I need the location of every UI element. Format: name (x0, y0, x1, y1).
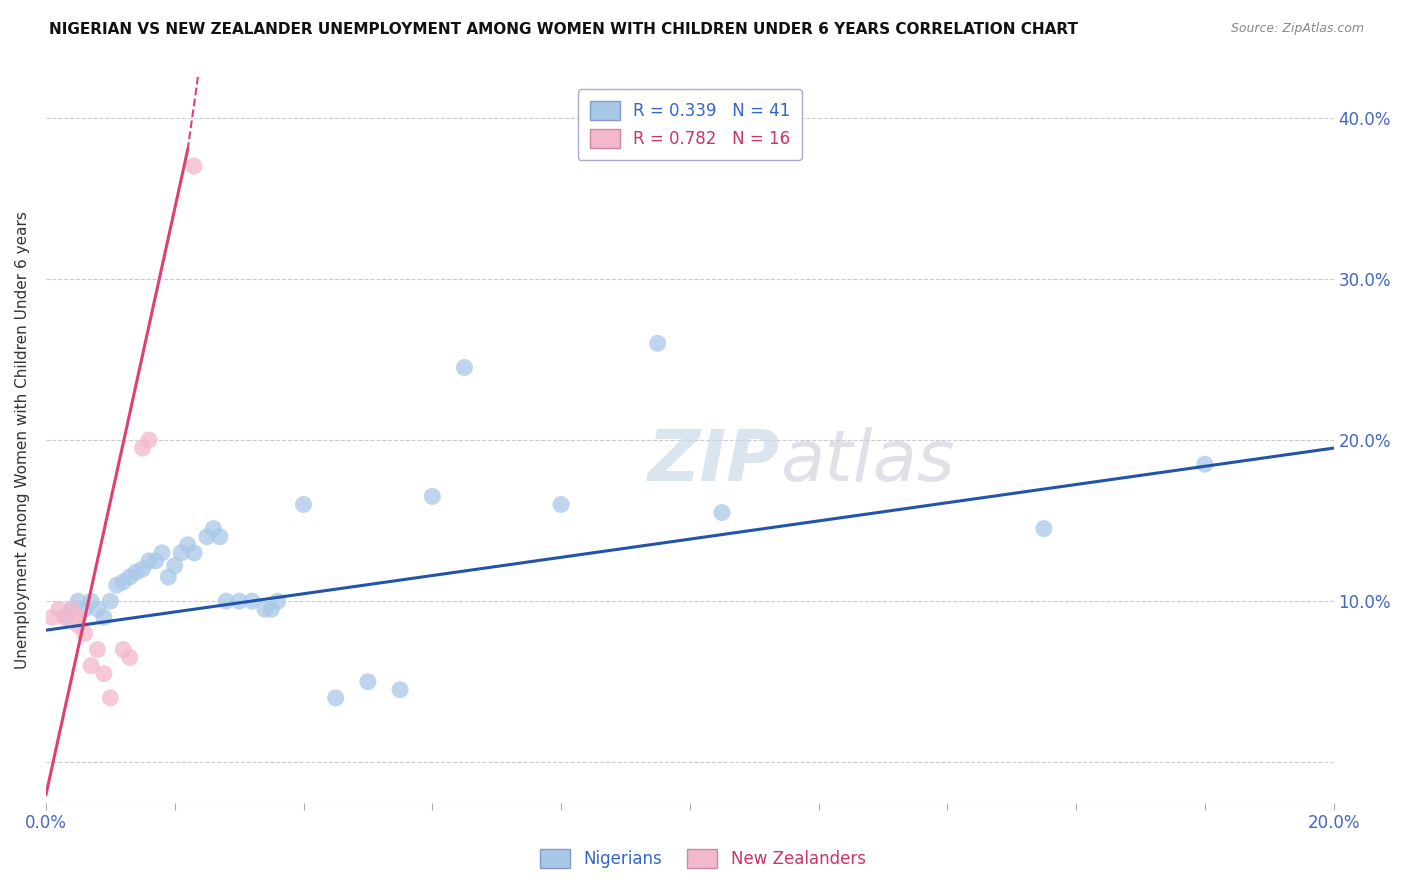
Legend: Nigerians, New Zealanders: Nigerians, New Zealanders (534, 842, 872, 875)
Point (131, 562, 153, 576)
Point (53, 610, 76, 624)
Point (550, 498, 572, 512)
Point (67, 610, 90, 624)
Point (163, 558, 186, 573)
Point (453, 360, 475, 375)
Point (93, 666, 115, 681)
Point (267, 594, 290, 608)
Point (67, 594, 90, 608)
Point (86, 602, 108, 616)
Point (41, 610, 63, 624)
Point (240, 594, 263, 608)
Point (118, 650, 141, 665)
Point (202, 522, 225, 536)
Point (195, 530, 218, 544)
Point (93, 610, 115, 624)
Point (145, 554, 167, 568)
Point (253, 602, 276, 616)
Point (1032, 522, 1054, 536)
Point (112, 574, 135, 589)
Point (86, 642, 108, 657)
Text: ZIP: ZIP (648, 427, 780, 496)
Point (420, 490, 443, 504)
Point (60, 602, 83, 616)
Point (215, 594, 238, 608)
Legend: R = 0.339   N = 41, R = 0.782   N = 16: R = 0.339 N = 41, R = 0.782 N = 16 (578, 89, 801, 160)
Point (53, 610, 76, 624)
Point (60, 602, 83, 616)
Point (98, 690, 121, 705)
Text: atlas: atlas (780, 427, 955, 496)
Point (711, 506, 734, 520)
Text: Source: ZipAtlas.com: Source: ZipAtlas.com (1230, 22, 1364, 36)
Y-axis label: Unemployment Among Women with Children Under 6 years: Unemployment Among Women with Children U… (15, 211, 30, 669)
Point (112, 642, 135, 657)
Text: NIGERIAN VS NEW ZEALANDER UNEMPLOYMENT AMONG WOMEN WITH CHILDREN UNDER 6 YEARS C: NIGERIAN VS NEW ZEALANDER UNEMPLOYMENT A… (49, 22, 1078, 37)
Point (357, 674, 380, 689)
Point (138, 433, 160, 447)
Point (228, 594, 250, 608)
Point (48, 602, 70, 616)
Point (170, 546, 193, 560)
Point (105, 578, 128, 592)
Point (1194, 457, 1216, 471)
Point (208, 530, 231, 544)
Point (292, 498, 315, 512)
Point (67, 618, 90, 632)
Point (183, 159, 205, 173)
Point (138, 554, 160, 568)
Point (325, 690, 347, 705)
Point (73, 626, 96, 640)
Point (260, 602, 283, 616)
Point (80, 594, 103, 608)
Point (176, 538, 198, 552)
Point (183, 546, 205, 560)
Point (98, 594, 121, 608)
Point (157, 570, 180, 584)
Point (118, 570, 141, 584)
Point (647, 336, 669, 351)
Point (80, 658, 103, 673)
Point (389, 682, 412, 697)
Point (131, 441, 153, 455)
Point (125, 565, 148, 579)
Point (73, 602, 96, 616)
Point (150, 546, 173, 560)
